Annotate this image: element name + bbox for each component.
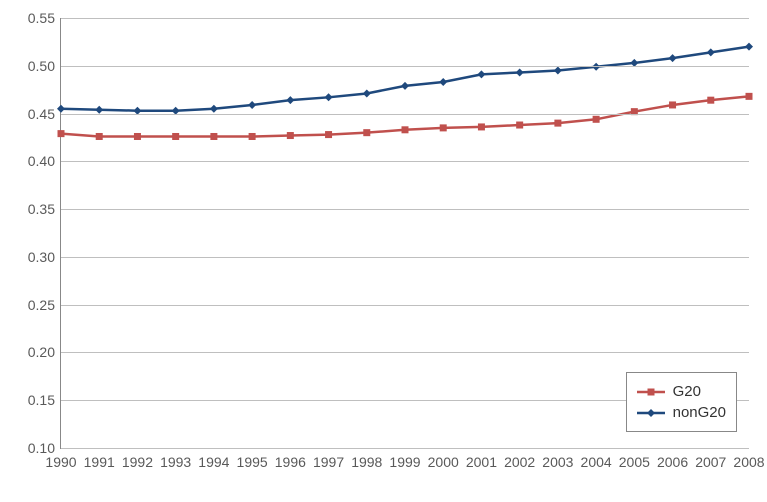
marker-G20 [478, 123, 485, 130]
x-tick-label: 2002 [504, 448, 535, 470]
x-tick-label: 2004 [581, 448, 612, 470]
legend-swatch-nong20 [637, 406, 665, 420]
x-tick-label: 1992 [122, 448, 153, 470]
x-tick-label: 2007 [695, 448, 726, 470]
x-tick-label: 2008 [733, 448, 764, 470]
gridline [61, 161, 749, 162]
marker-G20 [363, 129, 370, 136]
x-tick-label: 1997 [313, 448, 344, 470]
marker-nonG20 [669, 54, 677, 62]
marker-nonG20 [554, 67, 562, 75]
x-tick-label: 2003 [542, 448, 573, 470]
y-tick-label: 0.35 [28, 201, 61, 217]
marker-nonG20 [325, 93, 333, 101]
x-tick-label: 1994 [198, 448, 229, 470]
x-tick-label: 1990 [45, 448, 76, 470]
marker-G20 [669, 101, 676, 108]
legend-label-nong20: nonG20 [673, 404, 726, 421]
marker-G20 [96, 133, 103, 140]
x-tick-label: 2005 [619, 448, 650, 470]
marker-nonG20 [516, 68, 524, 76]
legend: G20 nonG20 [626, 372, 737, 432]
series-line-nonG20 [61, 47, 749, 111]
x-tick-label: 1998 [351, 448, 382, 470]
legend-swatch-g20 [637, 385, 665, 399]
legend-item-g20: G20 [637, 383, 726, 400]
x-tick-label: 1991 [84, 448, 115, 470]
marker-G20 [593, 116, 600, 123]
marker-G20 [134, 133, 141, 140]
x-tick-label: 2001 [466, 448, 497, 470]
marker-G20 [554, 120, 561, 127]
y-tick-label: 0.15 [28, 392, 61, 408]
gridline [61, 257, 749, 258]
marker-nonG20 [439, 78, 447, 86]
legend-label-g20: G20 [673, 383, 701, 400]
gridline [61, 352, 749, 353]
marker-G20 [707, 97, 714, 104]
y-tick-label: 0.50 [28, 58, 61, 74]
marker-nonG20 [286, 96, 294, 104]
x-tick-label: 1999 [389, 448, 420, 470]
legend-item-nong20: nonG20 [637, 404, 726, 421]
x-tick-label: 2006 [657, 448, 688, 470]
x-tick-label: 1996 [275, 448, 306, 470]
gridline [61, 66, 749, 67]
gridline [61, 114, 749, 115]
y-tick-label: 0.40 [28, 153, 61, 169]
marker-nonG20 [210, 105, 218, 113]
chart-container: 0.100.150.200.250.300.350.400.450.500.55… [0, 0, 767, 502]
gridline [61, 18, 749, 19]
gridline [61, 305, 749, 306]
marker-nonG20 [363, 89, 371, 97]
marker-G20 [249, 133, 256, 140]
gridline [61, 209, 749, 210]
marker-nonG20 [745, 43, 753, 51]
marker-G20 [402, 126, 409, 133]
x-tick-label: 1995 [237, 448, 268, 470]
y-tick-label: 0.20 [28, 344, 61, 360]
y-tick-label: 0.55 [28, 10, 61, 26]
marker-G20 [325, 131, 332, 138]
marker-nonG20 [248, 101, 256, 109]
x-tick-label: 2000 [428, 448, 459, 470]
marker-G20 [58, 130, 65, 137]
y-tick-label: 0.25 [28, 297, 61, 313]
marker-G20 [746, 93, 753, 100]
marker-G20 [516, 122, 523, 129]
marker-G20 [287, 132, 294, 139]
marker-G20 [440, 124, 447, 131]
marker-nonG20 [95, 106, 103, 114]
marker-G20 [172, 133, 179, 140]
y-tick-label: 0.45 [28, 106, 61, 122]
marker-nonG20 [401, 82, 409, 90]
marker-nonG20 [477, 70, 485, 78]
y-tick-label: 0.30 [28, 249, 61, 265]
marker-nonG20 [707, 48, 715, 56]
x-tick-label: 1993 [160, 448, 191, 470]
marker-G20 [210, 133, 217, 140]
